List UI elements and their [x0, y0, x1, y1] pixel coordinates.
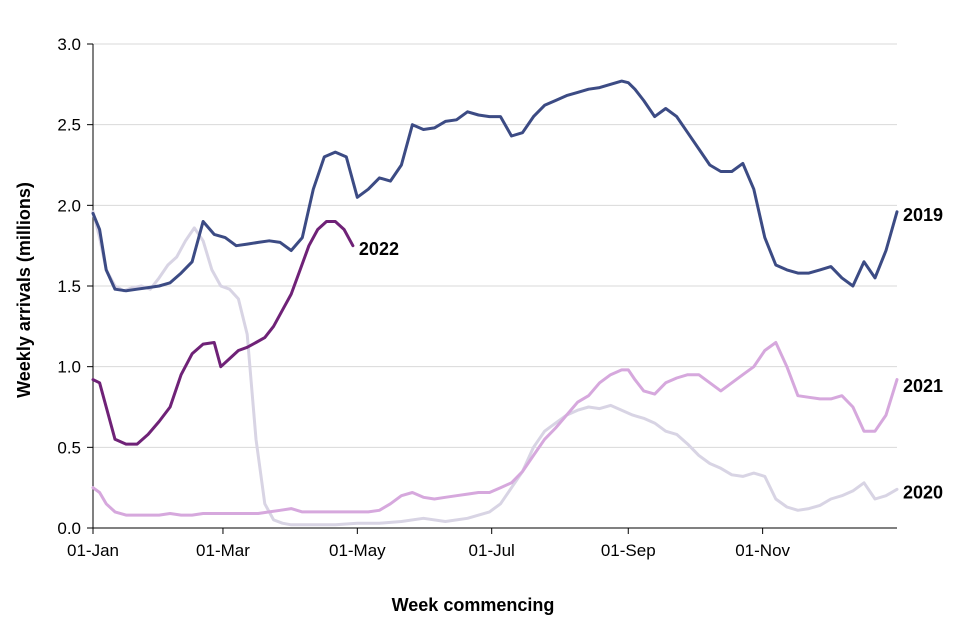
x-tick-label: 01-May	[329, 541, 386, 560]
y-tick-label: 2.0	[57, 196, 81, 215]
series-label-2022: 2022	[359, 239, 399, 259]
x-tick-label: 01-Jan	[67, 541, 119, 560]
x-tick-label: 01-Mar	[196, 541, 250, 560]
x-tick-label: 01-Jul	[469, 541, 515, 560]
y-tick-label: 2.5	[57, 116, 81, 135]
y-tick-label: 1.0	[57, 358, 81, 377]
y-tick-label: 1.5	[57, 277, 81, 296]
series-label-2019: 2019	[903, 205, 943, 225]
series-label-2021: 2021	[903, 376, 943, 396]
x-axis-title: Week commencing	[392, 595, 555, 615]
series-line-2019	[91, 79, 899, 293]
y-axis-ticks: 0.0 0.5 1.0 1.5 2.0 2.5 3.0	[57, 35, 93, 538]
series-line-2021	[91, 341, 899, 517]
x-tick-label: 01-Nov	[735, 541, 790, 560]
series-lines	[91, 79, 899, 527]
series-line-2020	[91, 210, 899, 527]
series-line-2022	[91, 220, 355, 446]
series-labels: 2020 2021 2019 2022	[359, 205, 943, 502]
y-tick-label: 0.5	[57, 438, 81, 457]
y-tick-label: 3.0	[57, 35, 81, 54]
gridlines	[93, 43, 897, 448]
y-tick-label: 0.0	[57, 519, 81, 538]
series-label-2020: 2020	[903, 483, 943, 503]
x-axis-ticks: 01-Jan 01-Mar 01-May 01-Jul 01-Sep 01-Nov	[67, 528, 791, 560]
y-axis-title: Weekly arrivals (millions)	[14, 182, 34, 398]
x-tick-label: 01-Sep	[601, 541, 656, 560]
